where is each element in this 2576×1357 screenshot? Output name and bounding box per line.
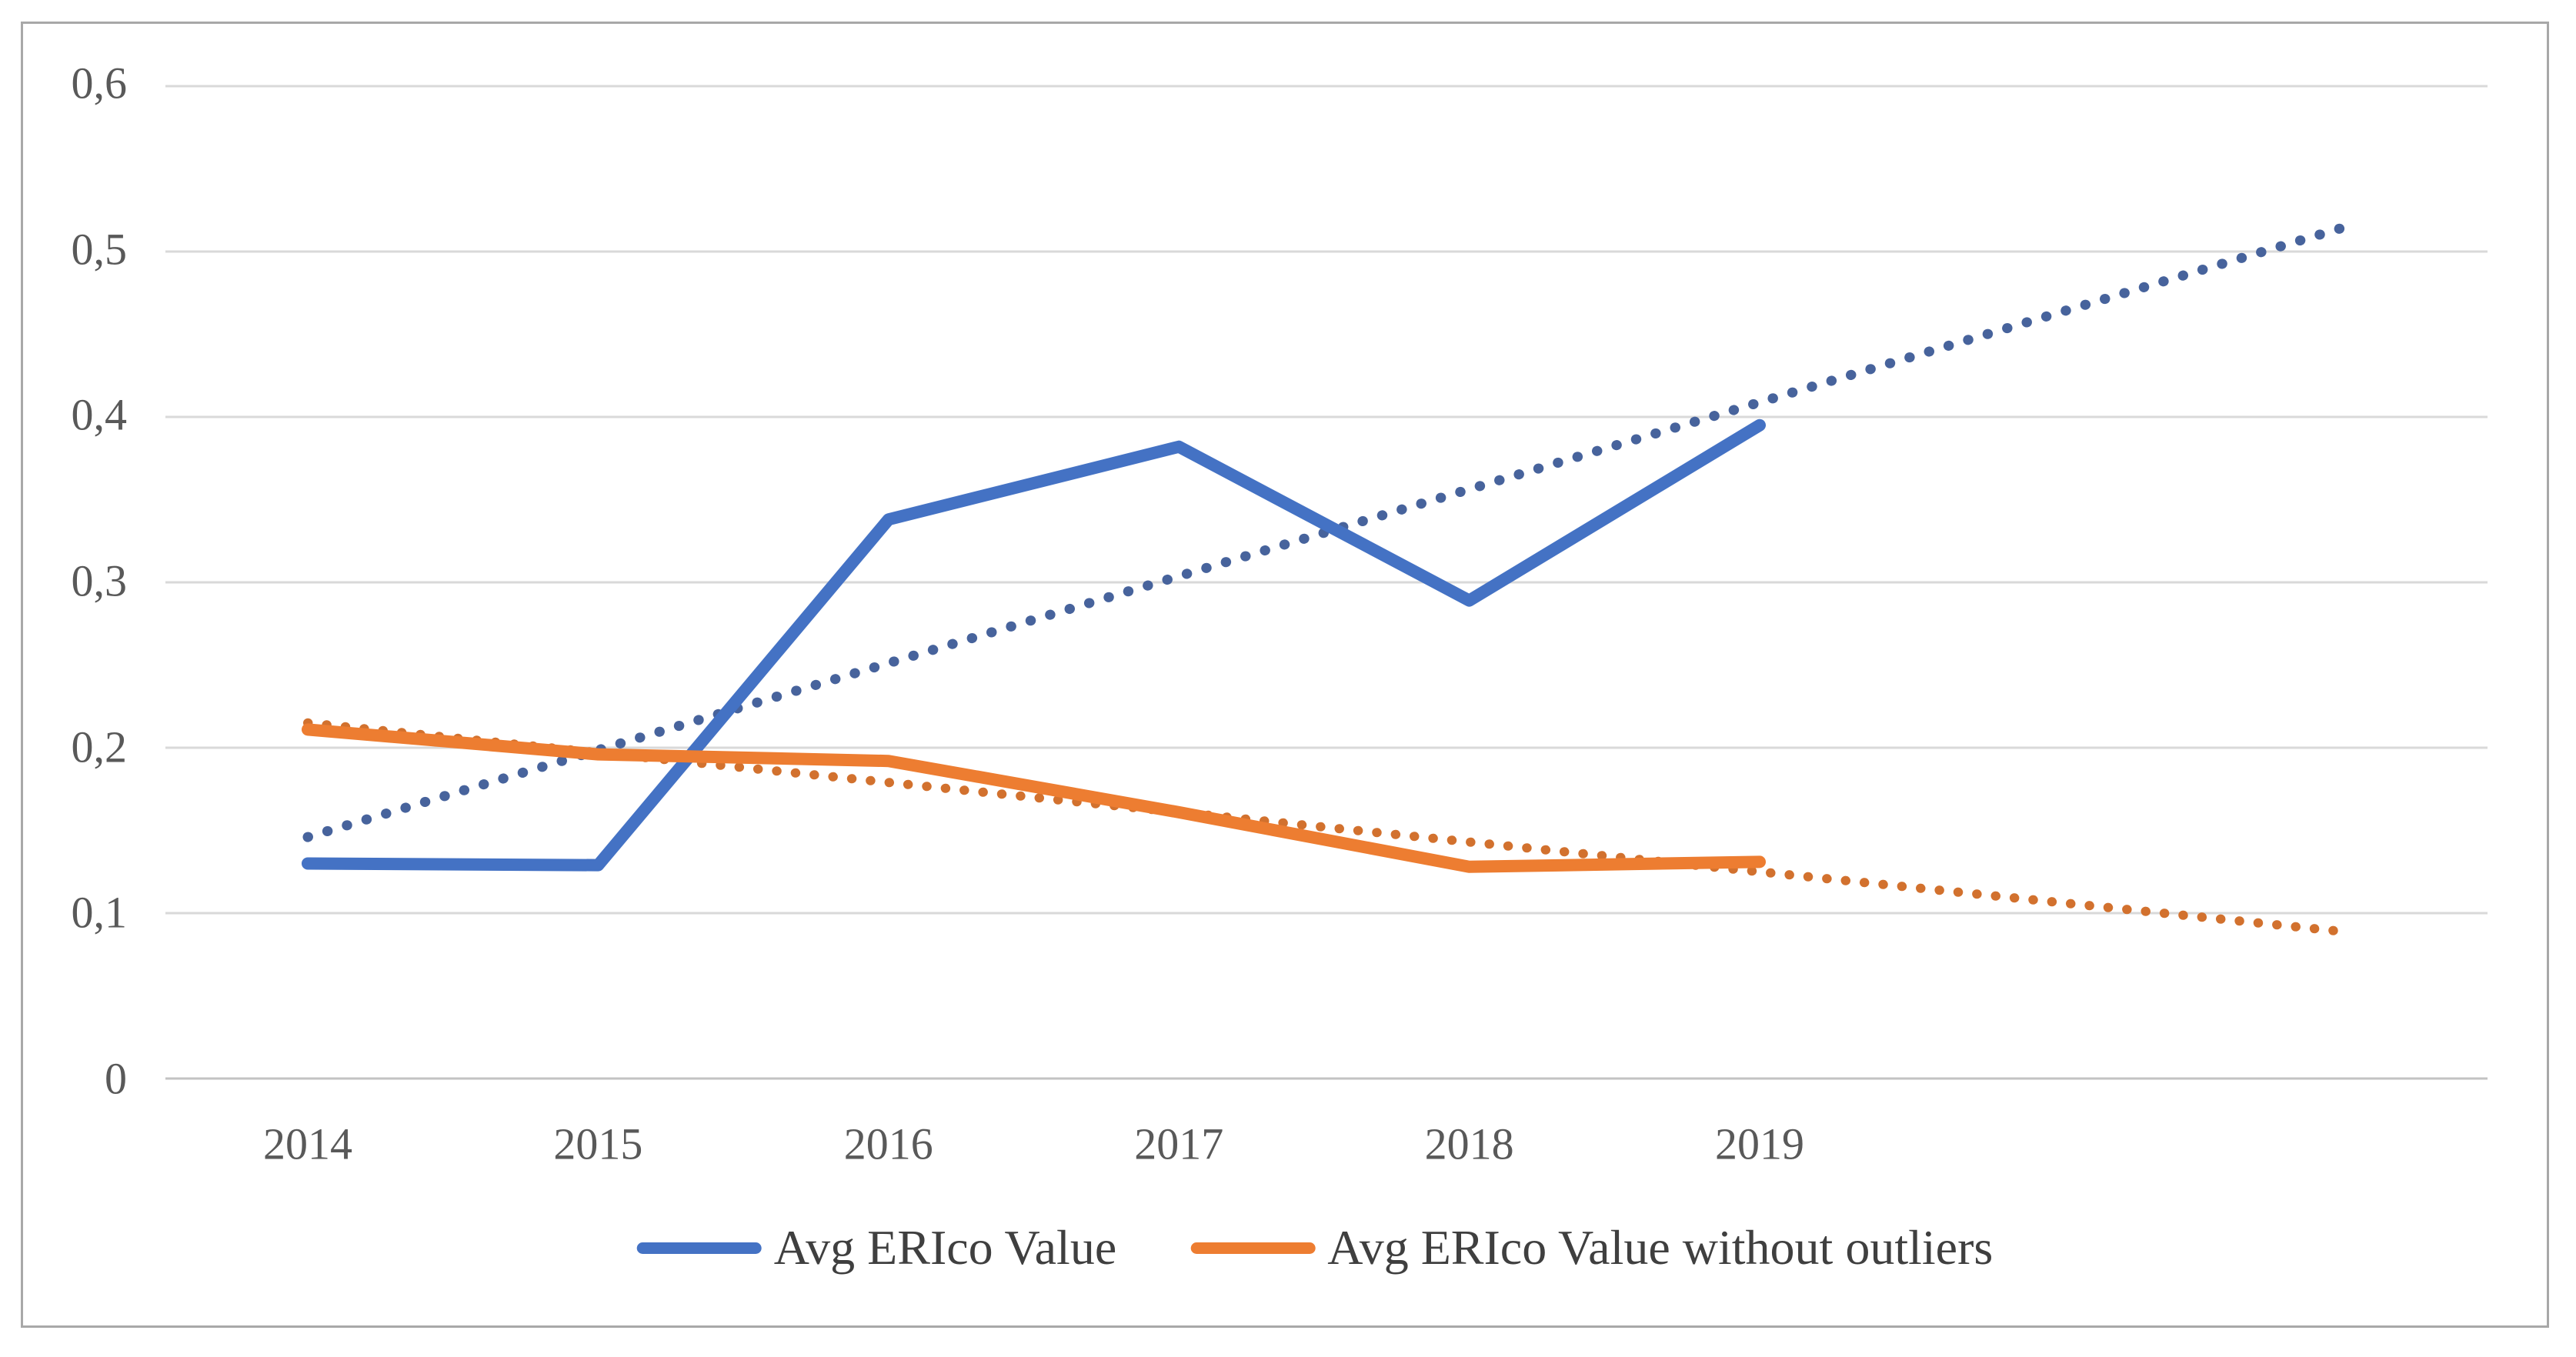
x-axis-tick: 2014: [263, 1119, 352, 1169]
y-axis-tick: 0,4: [71, 389, 128, 440]
y-axis-tick: 0,6: [71, 58, 128, 108]
x-axis-tick: 2019: [1715, 1119, 1804, 1169]
series-line-swatch-icon: [1190, 1242, 1316, 1254]
legend: Avg ERIco Value Avg ERIco Value without …: [636, 1219, 1993, 1276]
x-axis-tick: 2017: [1134, 1119, 1224, 1169]
y-axis-tick: 0,2: [71, 722, 128, 772]
y-axis-tick: 0,1: [71, 887, 128, 938]
y-axis-tick: 0: [105, 1053, 127, 1104]
x-axis-tick: 2016: [843, 1119, 933, 1169]
x-axis-tick: 2018: [1424, 1119, 1514, 1169]
chart-frame: [21, 22, 2549, 1328]
x-axis-tick: 2015: [553, 1119, 643, 1169]
legend-label: Avg ERIco Value without outliers: [1327, 1220, 1994, 1275]
legend-label: Avg ERIco Value: [773, 1220, 1117, 1275]
series-line-swatch-icon: [636, 1242, 762, 1254]
legend-item: Avg ERIco Value: [636, 1219, 1117, 1276]
y-axis-tick: 0,3: [71, 555, 128, 606]
legend-item: Avg ERIco Value without outliers: [1190, 1219, 1993, 1276]
y-axis-tick: 0,5: [71, 224, 128, 275]
